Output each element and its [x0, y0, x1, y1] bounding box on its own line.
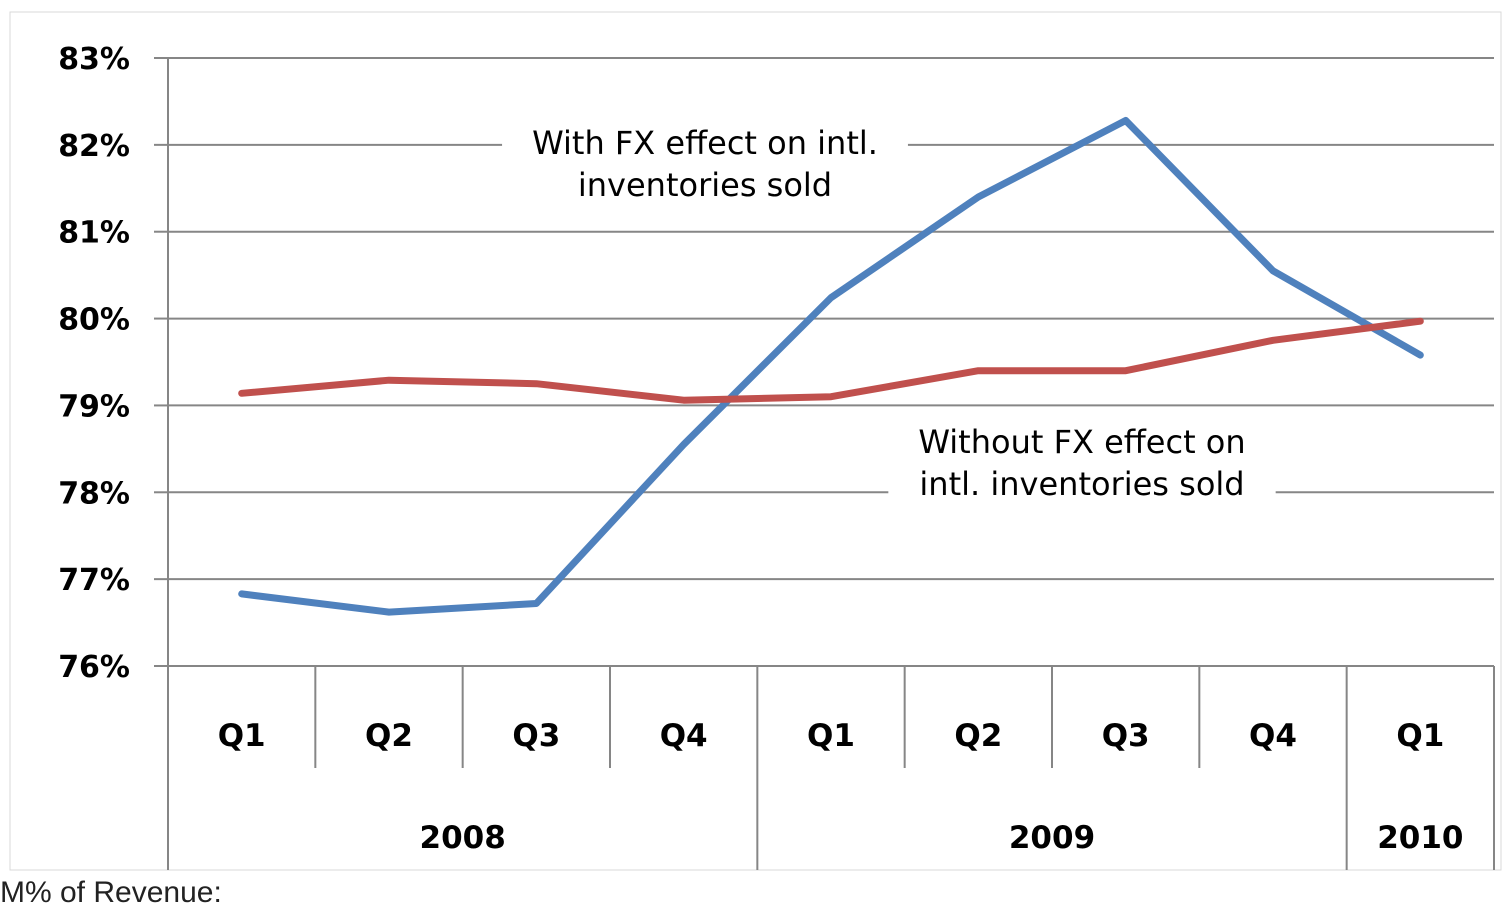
x-category-labels: Q1 Q2 Q3 Q4 Q1 Q2 Q3 Q4 Q1 2008 2009 2010	[218, 718, 1464, 856]
axes	[154, 57, 1495, 870]
y-tick-label-78pct: 78%	[58, 476, 130, 511]
y-tick-label-83pct: 83%	[58, 42, 130, 77]
x-category-label-1: Q1	[218, 718, 266, 754]
annotation-without-fx-background	[888, 423, 1276, 509]
x-group-label-2009: 2009	[1009, 820, 1095, 856]
y-tick-label-79pct: 79%	[58, 389, 130, 424]
x-category-label-9: Q1	[1396, 718, 1444, 754]
series-line-without-fx	[238, 317, 1424, 404]
x-group-label-2008: 2008	[420, 820, 506, 856]
y-tick-labels: 76% 77% 78% 79% 80% 81% 82% 83%	[58, 42, 130, 685]
annotation-with-fx-line-1: With FX effect on intl.	[532, 124, 878, 162]
x-group-label-2010: 2010	[1377, 820, 1463, 856]
annotation-with-fx-background	[502, 124, 908, 210]
x-category-label-7: Q3	[1102, 718, 1150, 754]
x-category-label-6: Q2	[954, 718, 1002, 754]
annotation-without-fx-line-2: intl. inventories sold	[919, 465, 1244, 503]
y-tick-label-76pct: 76%	[58, 650, 130, 685]
y-tick-label-82pct: 82%	[58, 129, 130, 164]
series-lines	[238, 117, 1424, 616]
x-category-label-4: Q4	[660, 718, 708, 754]
x-category-label-2: Q2	[365, 718, 413, 754]
annotation-without-fx-line-1: Without FX effect on	[918, 423, 1245, 461]
footer-caption: M% of Revenue:	[0, 876, 222, 909]
chart-border	[9, 11, 1502, 871]
x-category-label-5: Q1	[807, 718, 855, 754]
x-category-label-3: Q3	[512, 718, 560, 754]
y-tick-label-81pct: 81%	[58, 216, 130, 251]
annotations: With FX effect on intl. inventories sold…	[502, 124, 1276, 509]
x-category-label-8: Q4	[1249, 718, 1297, 754]
y-tick-label-77pct: 77%	[58, 563, 130, 598]
annotation-with-fx-line-2: inventories sold	[578, 166, 832, 204]
y-tick-label-80pct: 80%	[58, 303, 130, 338]
